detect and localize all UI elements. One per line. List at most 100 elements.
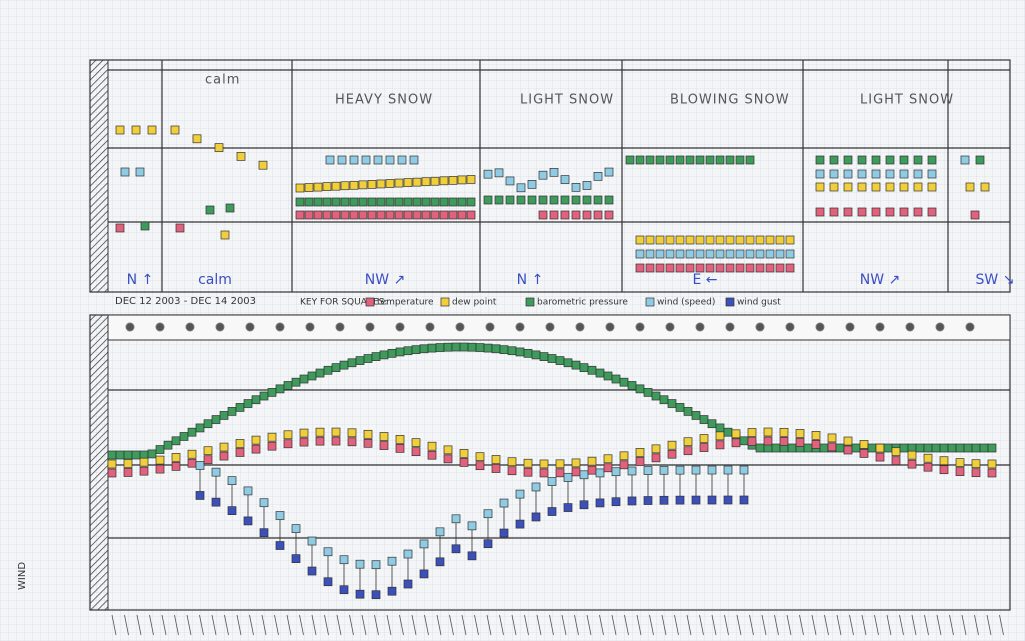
condition-label: calm	[205, 73, 240, 88]
square	[494, 168, 504, 178]
square	[267, 432, 277, 442]
square	[725, 155, 735, 165]
sky-icon	[635, 322, 645, 332]
square	[885, 182, 895, 192]
square	[707, 465, 717, 475]
square	[675, 235, 685, 245]
square	[195, 491, 205, 500]
square	[412, 197, 422, 207]
square	[593, 195, 603, 205]
square	[227, 476, 237, 485]
square	[295, 210, 305, 220]
time-tick	[874, 614, 879, 636]
square	[635, 263, 645, 273]
square	[651, 453, 661, 463]
square	[803, 443, 813, 453]
square	[435, 343, 445, 352]
square	[507, 466, 517, 476]
time-tick	[611, 614, 617, 636]
square	[448, 176, 458, 185]
time-tick	[624, 614, 629, 636]
sky-icon	[755, 322, 765, 332]
square	[603, 371, 613, 381]
square	[243, 399, 253, 408]
square	[857, 169, 867, 179]
square	[135, 167, 145, 177]
square	[363, 438, 373, 448]
square	[619, 460, 629, 470]
square	[421, 210, 431, 220]
square	[913, 182, 923, 192]
square	[483, 169, 493, 179]
square	[955, 443, 965, 453]
time-tick	[949, 614, 954, 636]
square	[685, 155, 695, 165]
square	[829, 155, 839, 165]
square	[913, 169, 923, 179]
square	[835, 443, 845, 453]
square	[349, 210, 359, 220]
square	[927, 155, 937, 165]
time-tick	[974, 614, 979, 636]
square	[363, 354, 373, 363]
square	[655, 263, 665, 273]
square	[421, 177, 431, 187]
square	[723, 427, 733, 437]
square	[459, 449, 469, 458]
square	[225, 203, 235, 213]
square	[875, 452, 885, 462]
square	[735, 263, 745, 273]
square	[376, 197, 386, 207]
square	[483, 509, 493, 519]
time-tick	[924, 614, 929, 636]
square	[475, 461, 485, 471]
square	[427, 441, 437, 451]
square	[395, 444, 405, 453]
square	[883, 443, 893, 453]
square	[355, 356, 365, 365]
time-tick	[436, 614, 442, 636]
square	[747, 428, 757, 437]
square	[705, 249, 715, 259]
square	[859, 449, 869, 458]
square	[163, 440, 173, 450]
sky-icon	[875, 322, 885, 332]
square	[549, 195, 559, 205]
square	[611, 374, 621, 384]
square	[947, 443, 957, 453]
square	[915, 443, 925, 453]
sky-icon	[455, 322, 465, 332]
square	[291, 377, 301, 387]
square	[259, 498, 269, 508]
square	[457, 197, 467, 207]
time-tick	[361, 614, 367, 636]
time-tick	[249, 614, 254, 636]
square	[494, 195, 504, 205]
square	[771, 443, 781, 453]
square	[755, 235, 765, 245]
time-tick	[599, 614, 604, 636]
square	[859, 440, 869, 449]
square	[683, 407, 693, 416]
square	[571, 210, 581, 220]
square	[179, 432, 189, 441]
square	[627, 381, 637, 390]
square	[651, 391, 661, 401]
square	[739, 436, 749, 446]
date-range: DEC 12 2003 - DEC 14 2003	[115, 296, 256, 307]
square	[475, 343, 485, 352]
square	[871, 182, 881, 192]
square	[635, 457, 645, 466]
time-tick	[486, 614, 492, 636]
square	[170, 125, 180, 135]
square	[219, 411, 229, 420]
square	[723, 495, 733, 505]
square	[699, 443, 709, 452]
square	[604, 195, 614, 205]
square	[139, 466, 149, 476]
square	[483, 539, 493, 549]
square	[275, 511, 285, 520]
square	[691, 465, 701, 475]
square	[875, 443, 885, 453]
square	[655, 155, 665, 165]
